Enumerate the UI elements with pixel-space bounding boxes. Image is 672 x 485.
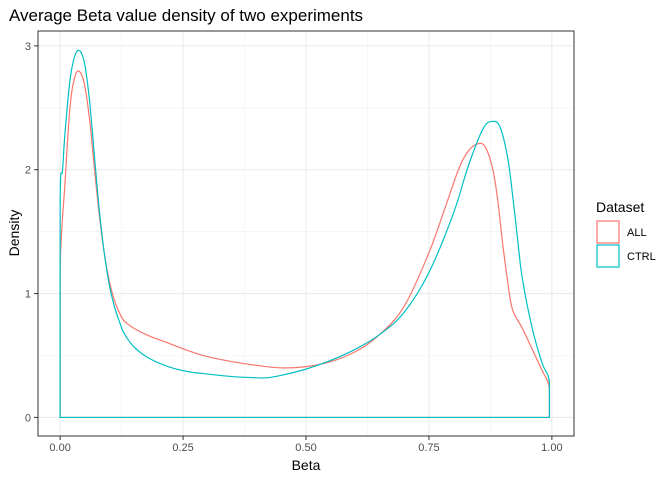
x-axis: 0.00 0.25 0.50 0.75 1.00 (49, 436, 563, 454)
y-tick-label: 1 (25, 289, 31, 301)
y-tick-label: 2 (25, 165, 31, 177)
x-tick-label: 1.00 (541, 442, 562, 454)
x-tick-label: 0.75 (418, 442, 439, 454)
x-tick-label: 0.50 (295, 442, 316, 454)
legend-key-ctrl (596, 244, 620, 268)
density-line-all (59, 70, 551, 419)
legend-title: Dataset (596, 199, 644, 215)
y-tick-label: 3 (25, 41, 31, 53)
y-tick-label: 0 (25, 412, 31, 424)
x-tick-label: 0.00 (49, 442, 70, 454)
density-line-ctrl (59, 49, 551, 419)
y-axis-title: Density (6, 210, 22, 257)
legend: Dataset ALL CTRL (596, 199, 656, 268)
legend-key-all (596, 220, 620, 244)
y-axis: 0 1 2 3 (25, 41, 38, 424)
legend-label-ctrl: CTRL (627, 251, 656, 263)
series-layer (59, 49, 551, 419)
legend-label-all: ALL (627, 227, 647, 239)
x-tick-label: 0.25 (172, 442, 193, 454)
chart-title: Average Beta value density of two experi… (9, 6, 363, 25)
x-axis-title: Beta (292, 457, 321, 473)
